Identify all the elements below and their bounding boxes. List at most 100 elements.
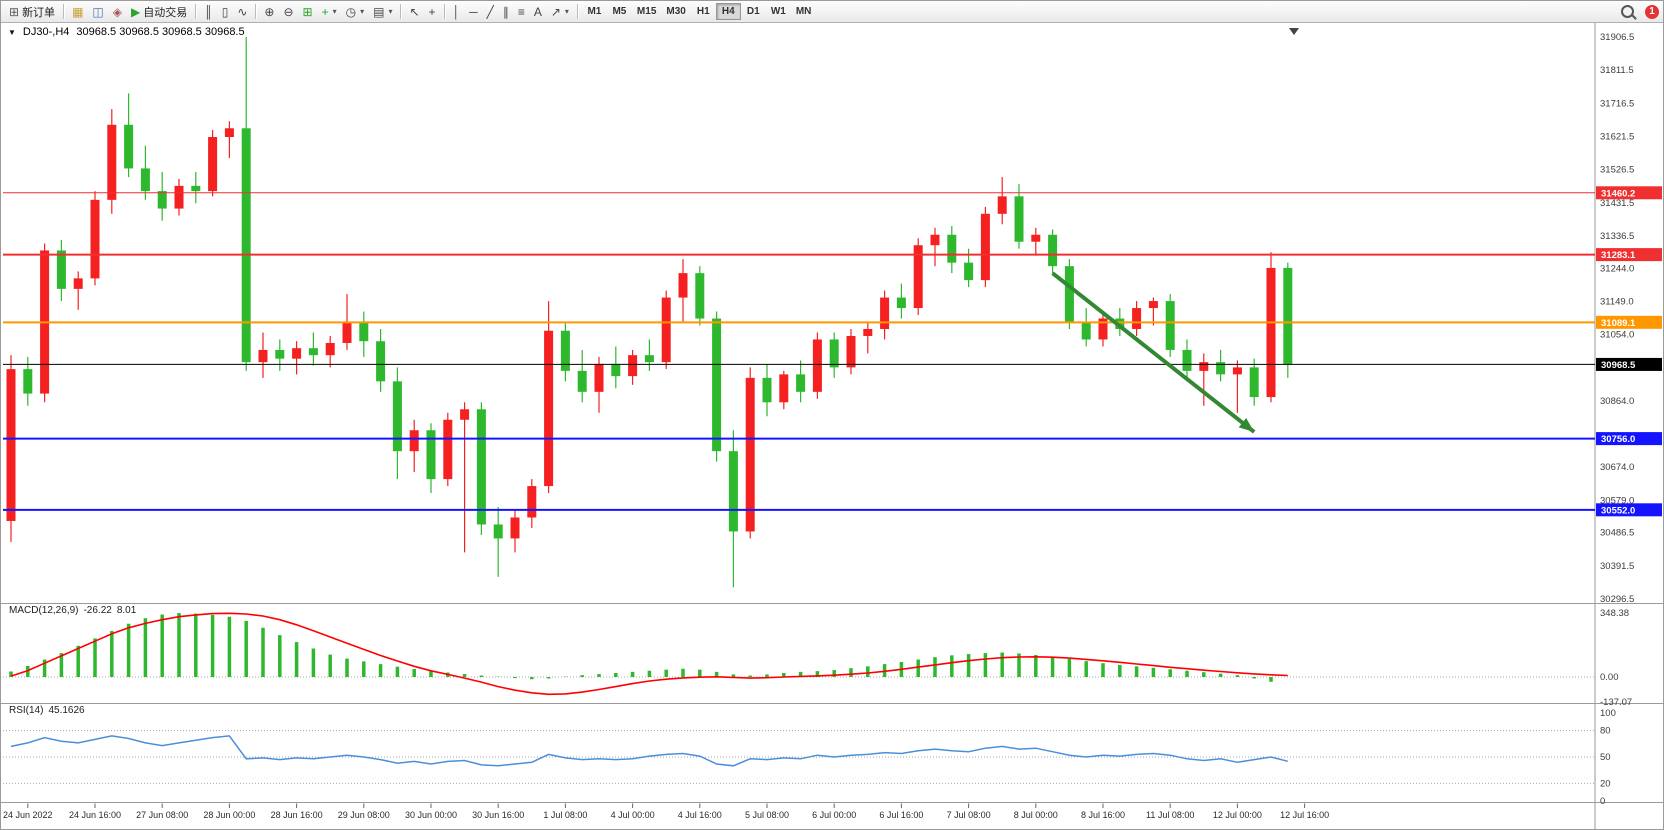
chart-ohlc-quote: 30968.5 30968.5 30968.5 30968.5 — [76, 26, 245, 38]
svg-text:80: 80 — [1600, 726, 1611, 737]
vertical-line-icon: │ — [452, 4, 461, 19]
periods-button[interactable]: ◷ ▾ — [342, 3, 369, 21]
timeframe-mn-button[interactable]: MN — [791, 3, 817, 20]
navigator-button[interactable]: ◈ — [109, 3, 126, 21]
bar-chart-button[interactable]: ║ — [200, 3, 217, 21]
toolbar-divider — [576, 4, 578, 19]
charts-window-icon: ▦ — [72, 4, 84, 19]
svg-text:31460.2: 31460.2 — [1601, 188, 1635, 199]
market-watch-button[interactable]: ◫ — [88, 3, 107, 21]
rsi-title: RSI(14) — [9, 705, 44, 716]
svg-text:30486.5: 30486.5 — [1600, 528, 1634, 539]
svg-text:31089.1: 31089.1 — [1601, 318, 1636, 329]
svg-text:4 Jul 16:00: 4 Jul 16:00 — [678, 810, 722, 820]
rsi-line — [10, 735, 1288, 767]
svg-text:5 Jul 08:00: 5 Jul 08:00 — [745, 810, 789, 820]
equidistant-channel-button[interactable]: ∥ — [499, 3, 513, 21]
svg-text:31054.0: 31054.0 — [1600, 330, 1634, 341]
chart-symbol-period: DJ30-,H4 — [22, 26, 70, 38]
svg-text:24 Jun 2022: 24 Jun 2022 — [3, 810, 53, 820]
zoom-in-button[interactable]: ⊕ — [260, 3, 278, 21]
svg-text:12 Jul 16:00: 12 Jul 16:00 — [1280, 810, 1329, 820]
timeframe-w1-button[interactable]: W1 — [766, 3, 791, 20]
panel-separators[interactable] — [1, 23, 1664, 830]
fibonacci-button[interactable]: ≡ — [514, 3, 529, 21]
autotrading-button[interactable]: ▶ 自动交易 — [127, 3, 191, 21]
svg-text:31283.1: 31283.1 — [1601, 250, 1636, 261]
periods-icon: ◷ — [345, 4, 357, 19]
svg-text:30756.0: 30756.0 — [1601, 434, 1635, 445]
svg-text:31431.5: 31431.5 — [1600, 198, 1634, 209]
timeframe-d1-button[interactable]: D1 — [741, 3, 766, 20]
svg-text:7 Jul 08:00: 7 Jul 08:00 — [947, 810, 991, 820]
svg-text:30552.0: 30552.0 — [1601, 505, 1635, 516]
chevron-down-icon: ▾ — [332, 7, 337, 16]
zoom-out-button[interactable]: ⊖ — [279, 3, 297, 21]
timeframe-m5-button[interactable]: M5 — [607, 3, 632, 20]
crosshair-button[interactable]: + — [425, 3, 440, 21]
price-axis[interactable]: 31906.5 31811.5 31716.5 31621.5 31526.5 31431… — [1600, 32, 1634, 605]
toolbar-divider — [400, 4, 402, 19]
toolbar-divider — [63, 4, 65, 19]
charts-window-button[interactable]: ▦ — [68, 3, 87, 21]
price-levels[interactable]: 31460.2 31283.1 31089.1 30968.5 30756.0 30552… — [3, 186, 1662, 517]
svg-text:31811.5: 31811.5 — [1600, 65, 1634, 76]
macd-title: MACD(12,26,9) — [9, 605, 79, 616]
zoom-in-icon: ⊕ — [264, 4, 275, 19]
timeframe-h1-button[interactable]: H1 — [691, 3, 716, 20]
timeframe-h4-button[interactable]: H4 — [715, 3, 741, 20]
search-button[interactable] — [1617, 3, 1638, 21]
svg-text:100: 100 — [1600, 708, 1616, 719]
market-watch-icon: ◫ — [92, 4, 104, 19]
macd-label: MACD(12,26,9) -26.22 8.01 — [9, 605, 136, 616]
trendline-button[interactable]: ╱ — [483, 3, 498, 21]
chart-shift-marker[interactable] — [1289, 28, 1299, 35]
trend-arrow[interactable] — [1051, 271, 1256, 434]
arrows-button[interactable]: ↗ ▾ — [547, 3, 573, 21]
svg-text:8 Jul 16:00: 8 Jul 16:00 — [1081, 810, 1125, 820]
timeframe-m30-button[interactable]: M30 — [661, 3, 690, 20]
search-icon — [1621, 5, 1634, 18]
line-chart-button[interactable]: ∿ — [233, 3, 251, 21]
navigator-icon: ◈ — [112, 4, 122, 19]
cursor-button[interactable]: ↖ — [405, 3, 423, 21]
templates-button[interactable]: ▤ ▾ — [369, 3, 396, 21]
svg-text:30579.0: 30579.0 — [1600, 495, 1634, 506]
new-order-button[interactable]: ⊞ 新订单 — [5, 3, 59, 21]
text-label-icon: A — [533, 4, 542, 19]
templates-icon: ▤ — [373, 4, 385, 19]
svg-text:31244.0: 31244.0 — [1600, 263, 1634, 274]
indicators-button[interactable]: + ▾ — [318, 3, 341, 21]
macd-signal-value: 8.01 — [116, 605, 137, 616]
text-label-button[interactable]: A — [530, 3, 546, 21]
tile-windows-icon: ⊞ — [302, 4, 313, 19]
svg-text:31906.5: 31906.5 — [1600, 32, 1634, 43]
svg-text:31526.5: 31526.5 — [1600, 165, 1634, 176]
arrows-icon: ↗ — [550, 4, 561, 19]
price-tag — [1596, 503, 1662, 517]
price-tag — [1596, 248, 1662, 262]
horizontal-line-button[interactable]: ─ — [465, 3, 482, 21]
time-axis[interactable]: 24 Jun 2022 24 Jun 16:00 27 Jun 08:00 28 Ju… — [3, 803, 1329, 821]
price-tag — [1596, 432, 1662, 446]
new-order-icon: ⊞ — [9, 4, 20, 19]
vertical-line-button[interactable]: │ — [449, 3, 465, 21]
timeframe-m1-button[interactable]: M1 — [582, 3, 607, 20]
macd-signal-line — [10, 612, 1288, 696]
svg-text:8 Jul 00:00: 8 Jul 00:00 — [1014, 810, 1058, 820]
timeframe-m15-button[interactable]: M15 — [632, 3, 661, 20]
candlestick-chart-button[interactable]: ▯ — [218, 3, 233, 21]
svg-text:6 Jul 16:00: 6 Jul 16:00 — [879, 810, 923, 820]
svg-text:348.38: 348.38 — [1600, 608, 1629, 619]
tile-windows-button[interactable]: ⊞ — [299, 3, 317, 21]
bar-chart-icon: ║ — [204, 4, 213, 19]
price-tag — [1596, 186, 1662, 200]
svg-text:31149.0: 31149.0 — [1600, 296, 1634, 307]
svg-text:6 Jul 00:00: 6 Jul 00:00 — [812, 810, 856, 820]
notification-badge[interactable]: 1 — [1645, 4, 1659, 19]
toolbar-divider — [443, 4, 445, 19]
svg-text:31336.5: 31336.5 — [1600, 231, 1634, 242]
svg-text:30864.0: 30864.0 — [1600, 396, 1634, 407]
svg-text:11 Jul 08:00: 11 Jul 08:00 — [1146, 810, 1194, 820]
